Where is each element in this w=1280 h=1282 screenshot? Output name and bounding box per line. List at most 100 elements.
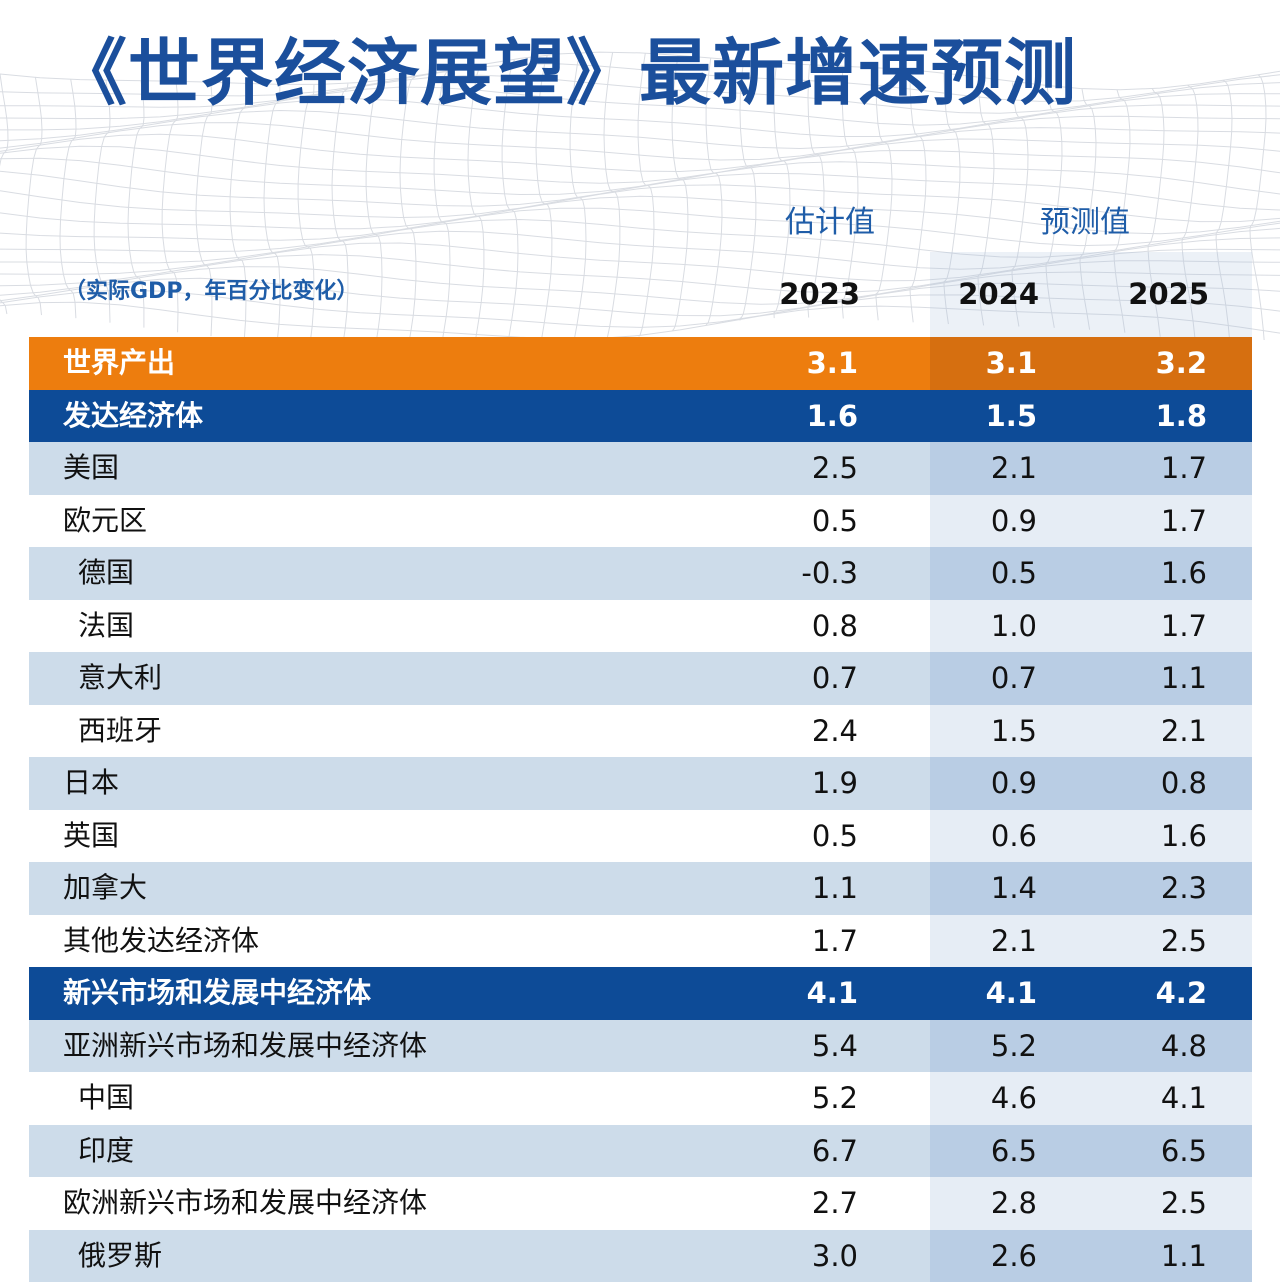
value-2023: 0.5 [738,495,858,547]
value-2023: 2.7 [738,1177,858,1229]
value-2024: 1.0 [917,600,1037,652]
value-2025: 2.3 [1087,862,1207,914]
row-label: 欧元区 [63,495,147,547]
forecast-header: 预测值 [1010,203,1160,243]
row-label: 日本 [63,757,119,809]
value-2023: 2.5 [738,442,858,494]
value-2025: 1.1 [1087,652,1207,704]
table-row: 欧洲新兴市场和发展中经济体 2.7 2.8 2.5 [29,1177,1252,1230]
unit-label: （实际GDP，年百分比变化） [64,276,358,308]
row-label: 德国 [78,547,134,599]
value-2023: 0.8 [738,600,858,652]
value-2024: 0.5 [917,547,1037,599]
value-2023: 1.7 [738,915,858,967]
value-2025: 2.5 [1087,1177,1207,1229]
value-2025: 6.5 [1087,1125,1207,1177]
value-2024: 2.1 [917,442,1037,494]
value-2025: 0.8 [1087,757,1207,809]
table-row: 发达经济体 1.6 1.5 1.8 [29,390,1252,443]
value-2025: 2.5 [1087,915,1207,967]
value-2023: 0.7 [738,652,858,704]
row-label: 加拿大 [63,862,147,914]
table-row: 西班牙 2.4 1.5 2.1 [29,705,1252,758]
value-2023: -0.3 [738,547,858,599]
table-row: 欧元区 0.5 0.9 1.7 [29,495,1252,548]
table-row: 中国 5.2 4.6 4.1 [29,1072,1252,1125]
year-header-2024: 2024 [879,274,1039,314]
row-label: 西班牙 [78,705,162,757]
row-label: 法国 [78,600,134,652]
row-label: 美国 [63,442,119,494]
table-row: 加拿大 1.1 1.4 2.3 [29,862,1252,915]
row-label: 俄罗斯 [78,1230,162,1282]
value-2024: 2.6 [917,1230,1037,1282]
value-2025: 2.1 [1087,705,1207,757]
value-2023: 6.7 [738,1125,858,1177]
value-2025: 1.6 [1087,547,1207,599]
value-2025: 3.2 [1087,337,1207,389]
value-2024: 0.9 [917,495,1037,547]
year-header-2023: 2023 [700,274,860,314]
row-label: 新兴市场和发展中经济体 [63,967,371,1019]
value-2023: 3.0 [738,1230,858,1282]
table-row: 英国 0.5 0.6 1.6 [29,810,1252,863]
value-2024: 1.5 [917,705,1037,757]
table-row: 意大利 0.7 0.7 1.1 [29,652,1252,705]
row-label: 欧洲新兴市场和发展中经济体 [63,1177,427,1229]
value-2024: 1.4 [917,862,1037,914]
value-2025: 1.1 [1087,1230,1207,1282]
value-2025: 1.6 [1087,810,1207,862]
value-2023: 0.5 [738,810,858,862]
value-2023: 5.2 [738,1072,858,1124]
table-row: 世界产出 3.1 3.1 3.2 [29,337,1252,390]
table-row: 法国 0.8 1.0 1.7 [29,600,1252,653]
table-row: 日本 1.9 0.9 0.8 [29,757,1252,810]
value-2023: 3.1 [738,337,858,389]
row-label: 亚洲新兴市场和发展中经济体 [63,1020,427,1072]
value-2023: 5.4 [738,1020,858,1072]
row-label: 英国 [63,810,119,862]
year-header-2025: 2025 [1049,274,1209,314]
value-2024: 3.1 [917,337,1037,389]
table-row: 其他发达经济体 1.7 2.1 2.5 [29,915,1252,968]
mesh-line [1250,75,1266,340]
value-2024: 1.5 [917,390,1037,442]
row-label: 印度 [78,1125,134,1177]
value-2025: 1.7 [1087,495,1207,547]
value-2023: 1.9 [738,757,858,809]
value-2025: 1.8 [1087,390,1207,442]
value-2025: 4.1 [1087,1072,1207,1124]
row-label: 世界产出 [63,337,175,389]
value-2023: 1.6 [738,390,858,442]
value-2025: 4.2 [1087,967,1207,1019]
value-2023: 4.1 [738,967,858,1019]
mesh-line [0,74,8,314]
row-label: 其他发达经济体 [63,915,259,967]
value-2024: 2.8 [917,1177,1037,1229]
value-2023: 2.4 [738,705,858,757]
row-label: 发达经济体 [63,390,203,442]
value-2024: 4.1 [917,967,1037,1019]
page-title: 《世界经济展望》最新增速预测 [55,28,1077,118]
value-2024: 5.2 [917,1020,1037,1072]
table-row: 俄罗斯 3.0 2.6 1.1 [29,1230,1252,1282]
value-2025: 1.7 [1087,600,1207,652]
value-2024: 0.9 [917,757,1037,809]
value-2024: 0.7 [917,652,1037,704]
table-row: 亚洲新兴市场和发展中经济体 5.4 5.2 4.8 [29,1020,1252,1073]
table-row: 德国 -0.3 0.5 1.6 [29,547,1252,600]
value-2024: 0.6 [917,810,1037,862]
row-label: 中国 [78,1072,134,1124]
value-2023: 1.1 [738,862,858,914]
table-row: 印度 6.7 6.5 6.5 [29,1125,1252,1178]
row-label: 意大利 [78,652,162,704]
value-2025: 1.7 [1087,442,1207,494]
value-2024: 6.5 [917,1125,1037,1177]
value-2024: 4.6 [917,1072,1037,1124]
mesh-line [366,81,382,340]
value-2024: 2.1 [917,915,1037,967]
table-row: 新兴市场和发展中经济体 4.1 4.1 4.2 [29,967,1252,1020]
estimate-header: 估计值 [760,203,900,243]
value-2025: 4.8 [1087,1020,1207,1072]
